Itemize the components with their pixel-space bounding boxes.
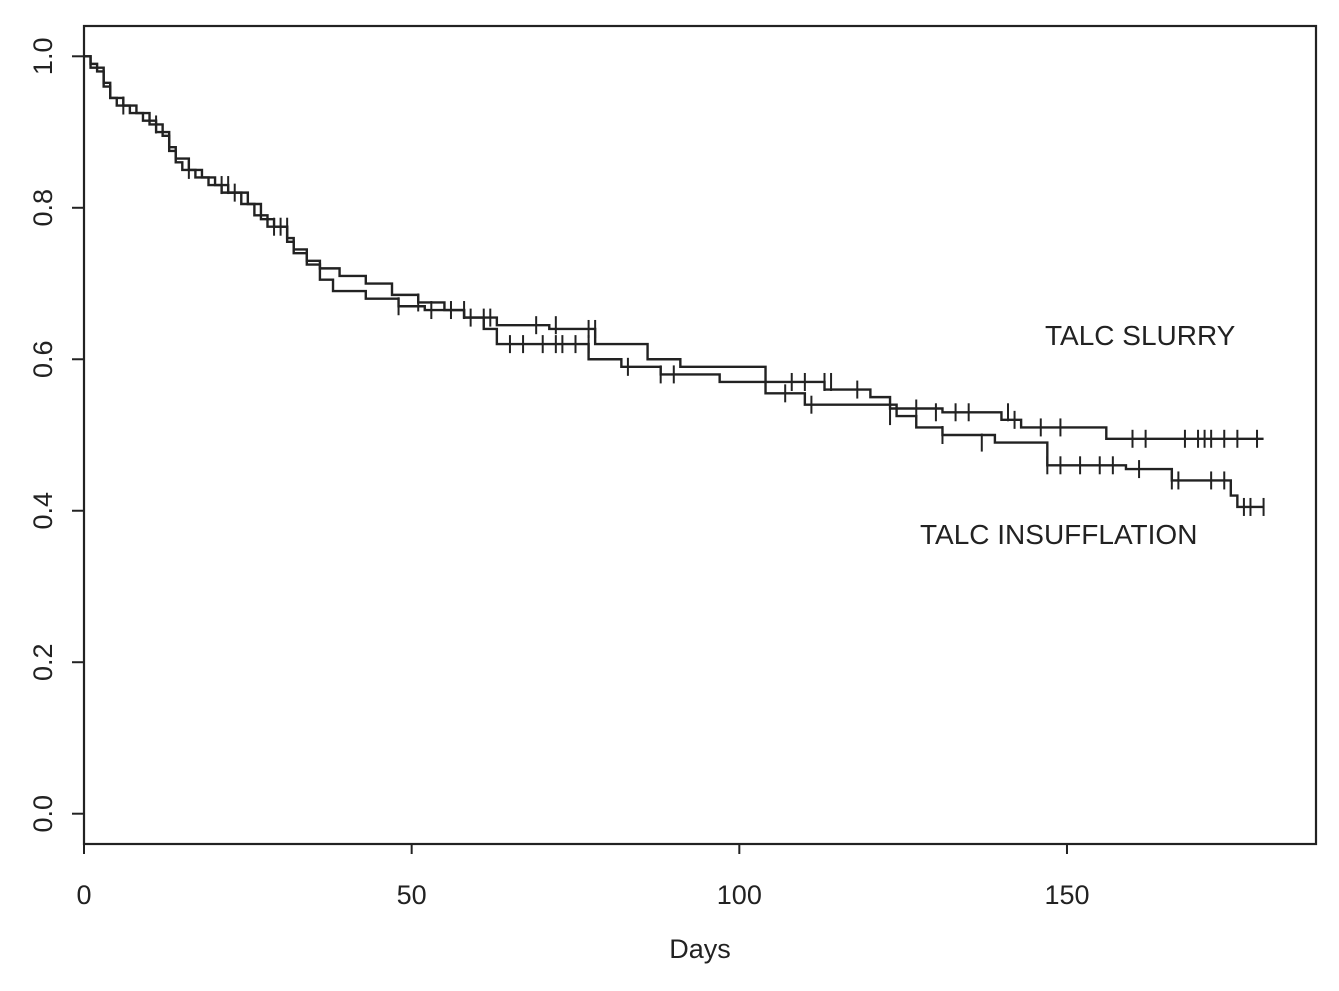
- y-tick-label: 0.6: [28, 340, 58, 378]
- annotation-talc-slurry: TALC SLURRY: [1045, 320, 1236, 351]
- x-tick-label: 0: [76, 880, 91, 910]
- series-line-talc-insufflation: [84, 55, 1264, 509]
- y-tick-label: 0.4: [28, 492, 58, 530]
- x-tick-label: 50: [397, 880, 427, 910]
- series-layer: [84, 55, 1265, 516]
- y-tick-label: 0.8: [28, 189, 58, 227]
- y-tick-label: 1.0: [28, 38, 58, 76]
- x-tick-label: 100: [717, 880, 762, 910]
- x-axis: 0 50 100 150: [76, 844, 1090, 910]
- x-axis-label: Days: [669, 934, 731, 964]
- annotation-talc-insufflation: TALC INSUFFLATION: [920, 519, 1197, 550]
- plot-frame: [82, 24, 1318, 846]
- x-tick-label: 150: [1044, 880, 1089, 910]
- y-axis: 0.0 0.2 0.4 0.6 0.8 1.0: [28, 38, 84, 833]
- y-tick-label: 0.0: [28, 795, 58, 833]
- y-tick-label: 0.2: [28, 643, 58, 681]
